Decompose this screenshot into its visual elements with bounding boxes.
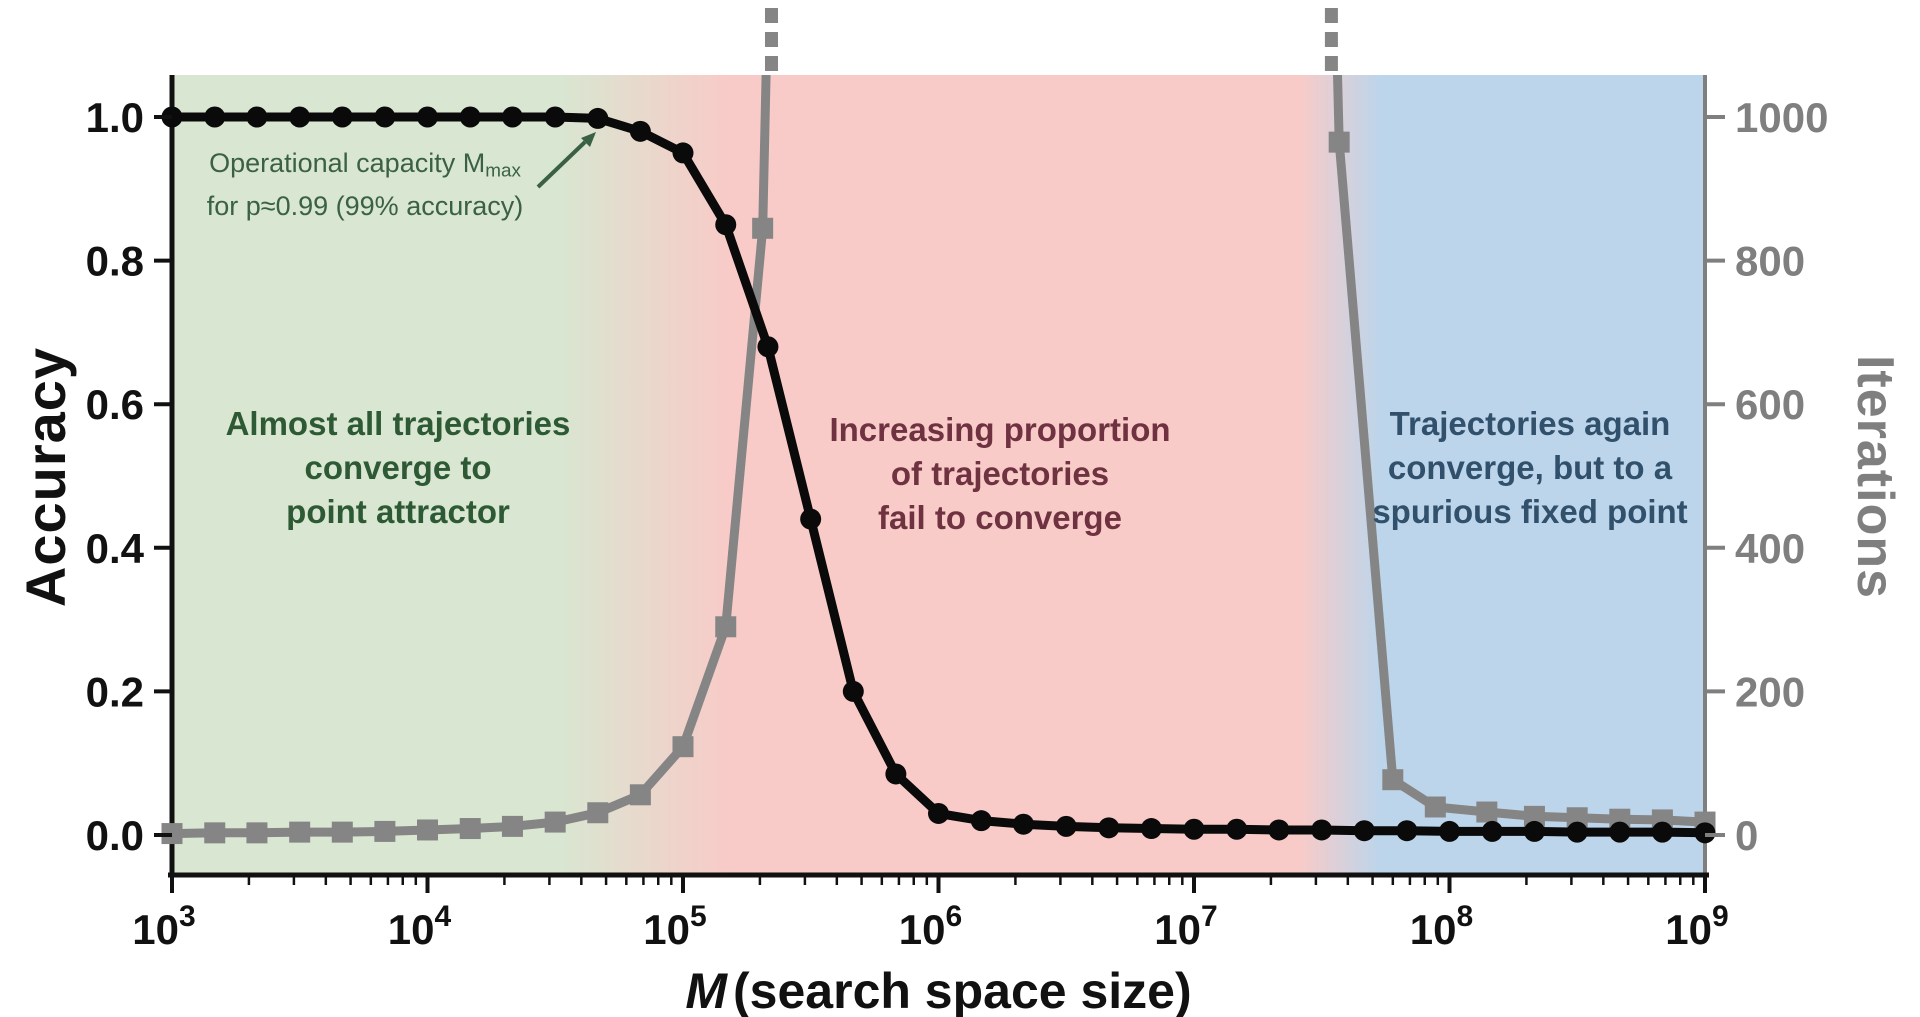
svg-text:103: 103 bbox=[132, 900, 195, 953]
svg-text:107: 107 bbox=[1154, 900, 1217, 953]
svg-text:1000: 1000 bbox=[1735, 94, 1828, 141]
svg-text:1.0: 1.0 bbox=[86, 94, 144, 141]
region-shading bbox=[172, 75, 1705, 875]
svg-text:0.8: 0.8 bbox=[86, 238, 144, 285]
svg-text:0.2: 0.2 bbox=[86, 668, 144, 715]
svg-text:400: 400 bbox=[1735, 525, 1805, 572]
svg-text:0.4: 0.4 bbox=[86, 525, 145, 572]
data-series bbox=[161, 75, 1716, 845]
off-scale-dashed-continuations bbox=[764, 8, 1338, 72]
svg-text:0.0: 0.0 bbox=[86, 812, 144, 859]
svg-text:200: 200 bbox=[1735, 668, 1805, 715]
svg-text:105: 105 bbox=[643, 900, 706, 953]
axis-ticks-and-tick-labels: 1.0 0.8 0.6 0.4 0.2 0.0 1000 800 600 400 200 0 103 10… bbox=[86, 94, 1829, 953]
svg-text:0.6: 0.6 bbox=[86, 381, 144, 428]
svg-text:104: 104 bbox=[388, 900, 452, 953]
svg-text:600: 600 bbox=[1735, 381, 1805, 428]
svg-text:0: 0 bbox=[1735, 812, 1758, 859]
capacity-annotation-arrow bbox=[536, 132, 596, 189]
svg-text:800: 800 bbox=[1735, 238, 1805, 285]
svg-text:106: 106 bbox=[899, 900, 962, 953]
svg-text:109: 109 bbox=[1665, 900, 1728, 953]
svg-text:108: 108 bbox=[1410, 900, 1473, 953]
